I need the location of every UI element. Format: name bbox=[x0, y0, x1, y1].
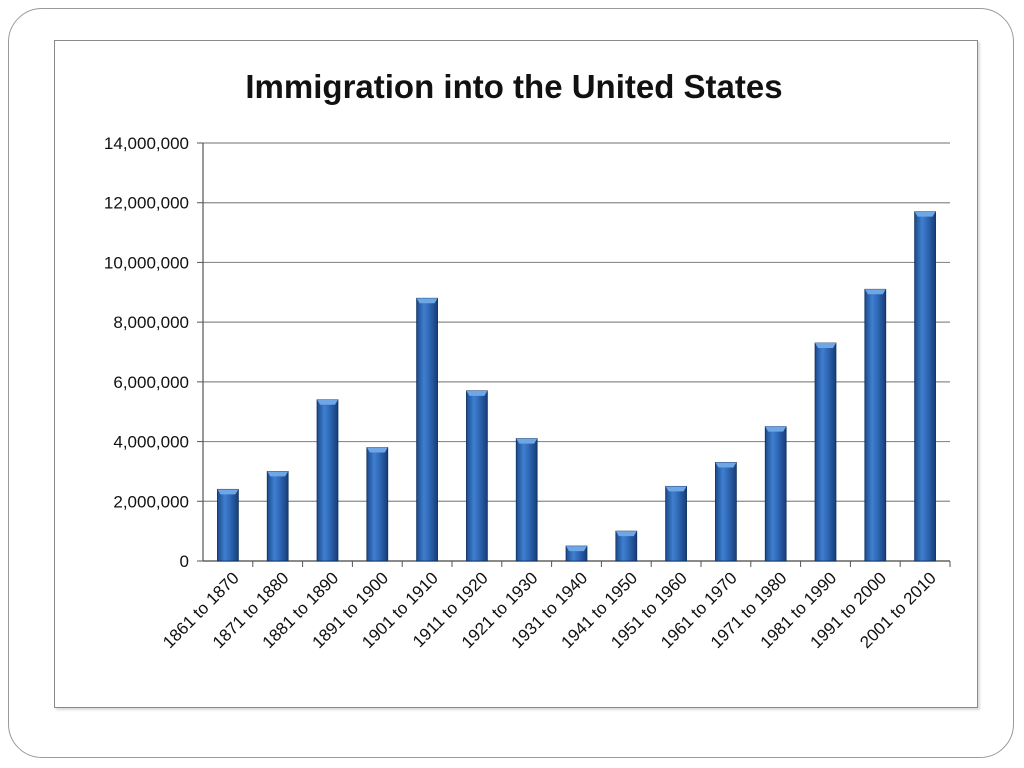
bar bbox=[266, 471, 289, 562]
bar-bevel bbox=[864, 289, 886, 295]
bar-bevel bbox=[914, 211, 936, 217]
bar-bevel bbox=[416, 298, 438, 304]
bar-1991-to-2000 bbox=[864, 288, 887, 562]
bar-1871-to-1880 bbox=[266, 471, 289, 562]
bar bbox=[665, 485, 687, 562]
bar-bevel bbox=[317, 399, 338, 405]
bar-1881-to-1890 bbox=[316, 399, 339, 562]
bar bbox=[366, 447, 389, 562]
bar-1931-to-1940 bbox=[565, 545, 588, 562]
bar-1891-to-1900 bbox=[366, 447, 389, 562]
bar-bevel bbox=[516, 438, 538, 444]
bar-bevel bbox=[715, 462, 737, 468]
bar-1971-to-1980 bbox=[764, 426, 787, 562]
bar-bevel bbox=[665, 486, 687, 492]
bar bbox=[914, 211, 936, 562]
bar-1981-to-1990 bbox=[814, 342, 837, 562]
bar-1921-to-1930 bbox=[515, 438, 538, 562]
y-tick-label: 2,000,000 bbox=[113, 492, 189, 511]
y-tick-label: 10,000,000 bbox=[104, 253, 189, 272]
bar bbox=[466, 390, 488, 562]
y-tick-label: 14,000,000 bbox=[104, 134, 189, 153]
bar-bevel bbox=[815, 343, 836, 349]
bar bbox=[715, 462, 737, 562]
bar-bevel bbox=[765, 426, 787, 432]
bar bbox=[764, 426, 787, 562]
bar bbox=[416, 297, 438, 562]
bar-bevel bbox=[615, 531, 637, 537]
y-tick-label: 8,000,000 bbox=[113, 313, 189, 332]
bar bbox=[864, 288, 887, 562]
chart-title: Immigration into the United States bbox=[245, 68, 783, 105]
bar bbox=[515, 438, 538, 562]
bar-bevel bbox=[466, 390, 488, 396]
bar bbox=[217, 488, 239, 562]
bar-1911-to-1920 bbox=[466, 390, 488, 562]
bar-1951-to-1960 bbox=[665, 485, 687, 562]
bar-1901-to-1910 bbox=[416, 297, 438, 562]
y-tick-label: 0 bbox=[180, 552, 189, 571]
bar-1961-to-1970 bbox=[715, 462, 737, 562]
y-tick-label: 6,000,000 bbox=[113, 373, 189, 392]
y-tick-label: 12,000,000 bbox=[104, 194, 189, 213]
bar-bevel bbox=[217, 489, 239, 495]
bar-bevel bbox=[267, 471, 289, 477]
y-tick-label: 4,000,000 bbox=[113, 433, 189, 452]
bar bbox=[316, 399, 339, 562]
bar-bevel bbox=[566, 546, 587, 552]
bar-1861-to-1870 bbox=[217, 488, 239, 562]
bar-2001-to-2010 bbox=[914, 211, 936, 562]
bar-1941-to-1950 bbox=[615, 530, 638, 562]
bar-bevel bbox=[366, 447, 388, 453]
bar bbox=[814, 342, 837, 562]
